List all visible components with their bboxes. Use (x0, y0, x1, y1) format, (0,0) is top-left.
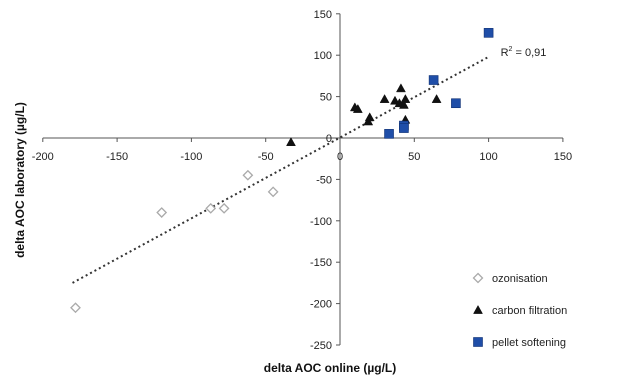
y-tick-label: 50 (320, 92, 332, 104)
y-tick-label: 100 (314, 50, 332, 62)
r-squared-label: R2 = 0,91 (501, 46, 547, 59)
legend-label: pellet softening (492, 337, 566, 349)
x-tick-label: 100 (479, 151, 497, 163)
carbon-filtration-point (379, 94, 390, 103)
legend-label: ozonisation (492, 273, 548, 285)
legend-label: carbon filtration (492, 305, 567, 317)
y-tick-label: -200 (310, 299, 332, 311)
pellet-softening-point (399, 123, 409, 133)
y-tick-label: -250 (310, 340, 332, 352)
legend-pellet-softening-key (473, 337, 483, 347)
carbon-filtration-point (286, 137, 296, 146)
trendline-group: R2 = 0,91 (72, 46, 547, 284)
x-axis-title: delta AOC online (µg/L) (264, 361, 396, 375)
pellet-softening-point (428, 75, 439, 85)
x-tick-label: -50 (258, 151, 274, 163)
pellet-softening-point (451, 98, 461, 109)
y-tick-label: 0 (326, 133, 332, 145)
carbon-filtration-point (396, 83, 406, 93)
y-tick-label: 150 (314, 9, 332, 21)
y-tick-label: -150 (310, 257, 332, 269)
pellet-softening-point (384, 129, 394, 139)
pellet-softening-point (483, 28, 494, 38)
carbon-filtration-point (398, 99, 409, 109)
y-tick-label: -50 (316, 174, 332, 186)
x-tick-label: -200 (32, 151, 54, 163)
legend-carbon-filtration-key (473, 304, 483, 314)
x-tick-label: 0 (337, 151, 343, 163)
carbon-filtration-point (400, 94, 411, 103)
ozonisation-point (267, 186, 279, 198)
x-tick-label: -150 (106, 151, 128, 163)
data-points (70, 28, 494, 314)
y-tick-label: -100 (310, 216, 332, 228)
ozonisation-point (242, 169, 254, 181)
legend-ozonisation-key (472, 272, 484, 284)
x-tick-label: -100 (180, 151, 202, 163)
axes (42, 13, 564, 346)
carbon-filtration-point (431, 94, 442, 103)
ozonisation-point (205, 202, 217, 214)
y-axis-title: delta AOC laboratory (µg/L) (13, 102, 27, 258)
tick-labels: -200 -150 -100 -50 0 50 100 150 -250 -200 -150 -100… (32, 9, 572, 352)
x-tick-label: 150 (554, 151, 572, 163)
ozonisation-point (218, 202, 230, 214)
carbon-filtration-point (364, 112, 375, 122)
ozonisation-point (70, 302, 81, 314)
trendline (72, 55, 490, 284)
legend: ozonisation carbon filtration pellet softe… (472, 272, 567, 349)
x-tick-label: 50 (408, 151, 420, 163)
carbon-filtration-point (352, 104, 363, 113)
ozonisation-point (156, 207, 168, 218)
